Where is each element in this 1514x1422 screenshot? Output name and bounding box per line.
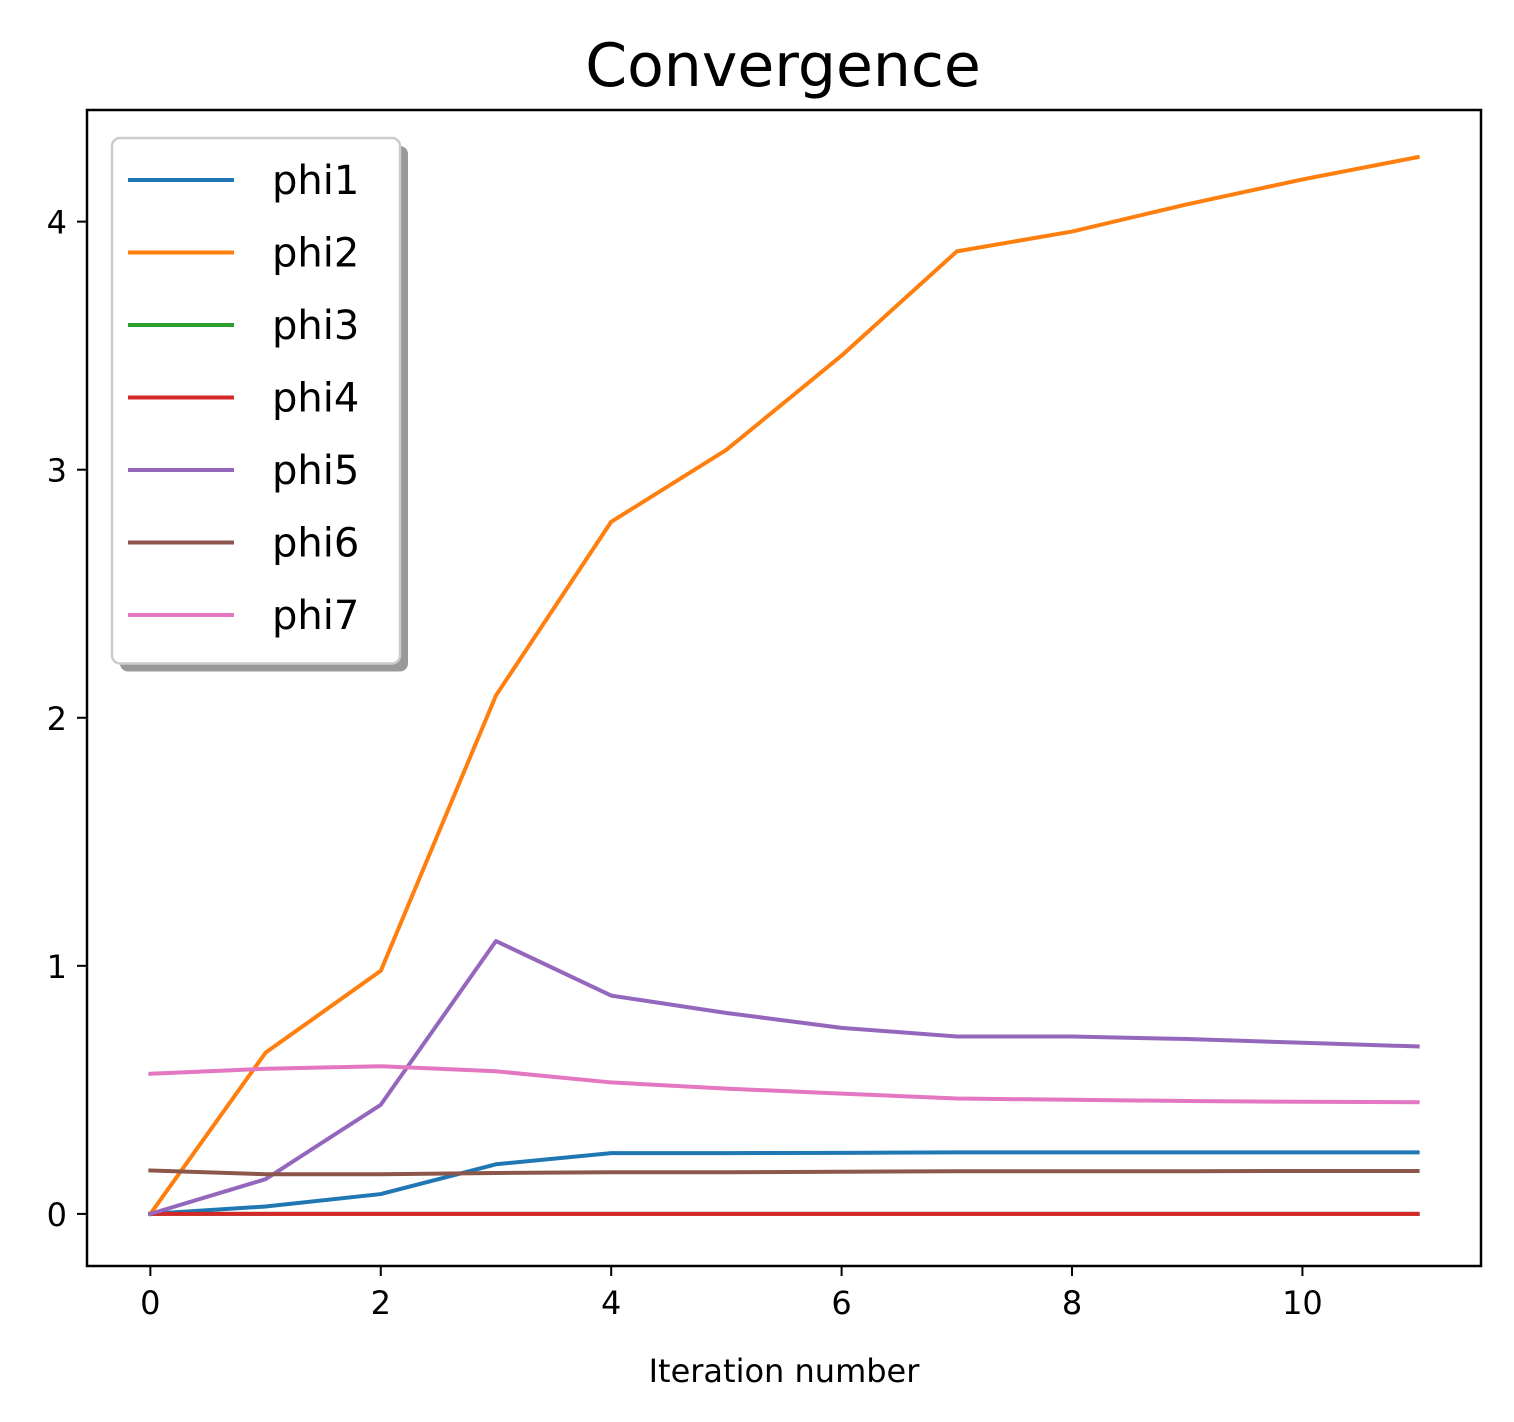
legend-label-phi7: phi7 [272, 593, 359, 639]
series-line-phi2 [147, 154, 1420, 1217]
legend-box [110, 136, 402, 665]
legend-label-phi2: phi2 [272, 231, 359, 277]
x-axis-label: Iteration number [649, 1352, 921, 1390]
legend-label-phi5: phi5 [272, 448, 359, 494]
x-axis: 0 2 4 6 8 10 [140, 1266, 1323, 1322]
series-line-phi7 [148, 1064, 1420, 1105]
y-tick-label: 0 [47, 1196, 67, 1234]
x-tick-label: 4 [601, 1284, 621, 1322]
series-line-phi6 [148, 1168, 1420, 1177]
legend: phi1 phi2 phi3 phi4 phi5 phi6 phi7 [110, 136, 408, 672]
plot-frame [85, 108, 1483, 1268]
legend-label-phi3: phi3 [272, 303, 359, 349]
series-line-phi5 [147, 939, 1420, 1217]
x-tick-label: 6 [831, 1284, 851, 1322]
y-tick-label: 1 [47, 948, 67, 986]
x-tick-label: 10 [1282, 1284, 1323, 1322]
chart-title: Convergence [585, 31, 981, 101]
x-tick-label: 2 [371, 1284, 391, 1322]
series-line-phi1 [148, 1150, 1420, 1217]
x-tick-label: 0 [140, 1284, 160, 1322]
y-tick-label: 2 [47, 700, 67, 738]
plot-area [147, 154, 1420, 1217]
x-tick-label: 8 [1062, 1284, 1082, 1322]
legend-label-phi1: phi1 [272, 158, 359, 204]
legend-label-phi4: phi4 [272, 376, 359, 422]
y-tick-label: 4 [47, 204, 67, 242]
legend-label-phi6: phi6 [272, 521, 359, 567]
y-tick-label: 3 [47, 452, 67, 490]
y-axis: 0 1 2 3 4 [47, 204, 87, 1234]
